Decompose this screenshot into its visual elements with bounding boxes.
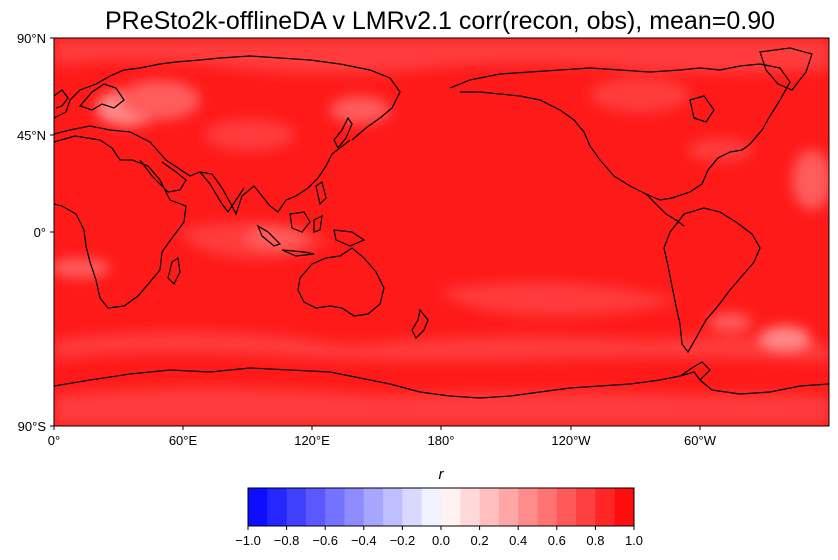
colorbar-tick-label: 1.0	[625, 533, 643, 548]
colorbar-tick-label: 0.4	[509, 533, 527, 548]
colorbar-bin	[363, 488, 384, 526]
colorbar-bin	[267, 488, 288, 526]
field-patch-s-atlantic	[54, 258, 110, 278]
coastlines	[54, 47, 829, 399]
field-patch-arctic	[54, 38, 829, 74]
colorbar-bin	[325, 488, 345, 526]
field-patch-atlantic	[792, 150, 829, 210]
lon-tick-label: 120°E	[294, 433, 330, 448]
lon-tick-label: 120°W	[551, 433, 591, 448]
colorbar-bin	[248, 488, 268, 526]
colorbar-bin	[344, 488, 365, 526]
coastline-uk	[54, 89, 69, 109]
lat-tick-label: 90°N	[17, 31, 46, 46]
colorbar-bin	[576, 488, 596, 526]
colorbar-bin	[537, 488, 558, 526]
coastline-antarctica	[54, 367, 829, 399]
colorbar-tick-label: 0.8	[586, 533, 604, 548]
colorbar-tick-label: −0.4	[351, 533, 377, 548]
lon-tick-label: 0°	[48, 433, 60, 448]
colorbar-bin	[383, 488, 403, 526]
field-patch-siberia	[330, 96, 390, 124]
map-title: PReSto2k-offlineDA v LMRv2.1 corr(recon,…	[105, 7, 775, 35]
colorbar: r −1.0 −0.8 −0.6 −0.4 −0.2 0.0 0.2 0.4 0.6 0.8 1.0	[235, 466, 643, 548]
coastline-south-america	[663, 207, 761, 354]
colorbar-bin	[421, 488, 442, 526]
colorbar-tick-label: −0.8	[274, 533, 300, 548]
coastline-japan	[333, 116, 353, 150]
field-patch-antarctica	[54, 387, 829, 426]
coastline-arabia	[139, 159, 187, 193]
coastline-hudson-bay	[689, 95, 715, 123]
latitude-ticks: 90°N 45°N 0° 90°S	[17, 31, 54, 434]
coastline-java	[281, 249, 315, 257]
map-panel	[54, 38, 829, 426]
longitude-ticks: 0° 60°E 120°E 180° 120°W 60°W	[48, 426, 717, 448]
coastline-scandinavia	[78, 83, 125, 111]
coastline-new-zealand	[411, 308, 429, 340]
colorbar-bin	[595, 488, 616, 526]
field-patch-s-pacific	[440, 282, 680, 316]
colorbar-label: r	[439, 466, 445, 483]
colorbar-bin	[305, 488, 326, 526]
lon-tick-label: 180°	[428, 433, 455, 448]
coastline-antarctic-peninsula	[679, 361, 711, 381]
coastline-europe	[54, 55, 401, 141]
lat-tick-label: 90°S	[18, 419, 47, 434]
colorbar-tick-label: −0.2	[390, 533, 416, 548]
colorbar-tick-label: 0.0	[432, 533, 450, 548]
coastline-new-guinea	[333, 229, 366, 247]
colorbar-bins	[248, 488, 635, 526]
colorbar-tick-label: 0.2	[471, 533, 489, 548]
field-patch-s-ocean-light	[760, 326, 810, 350]
colorbar-bin	[441, 488, 461, 526]
lon-tick-label: 60°E	[169, 433, 198, 448]
coastline-sulawesi	[313, 214, 323, 233]
colorbar-bin	[479, 488, 500, 526]
coastline-north-america	[449, 63, 791, 201]
field-patch-n-america	[590, 77, 690, 113]
lat-tick-label: 0°	[34, 225, 46, 240]
colorbar-bin	[402, 488, 423, 526]
colorbar-bin	[518, 488, 538, 526]
colorbar-tick-label: −0.6	[312, 533, 338, 548]
coastline-africa	[54, 135, 187, 309]
coastline-greenland	[759, 47, 813, 91]
coastline-eurasia-south	[54, 125, 351, 216]
coastline-borneo	[289, 211, 311, 233]
colorbar-bin	[286, 488, 307, 526]
field-patch-canada	[688, 138, 752, 162]
coastline-madagascar	[167, 256, 181, 286]
coastline-australia	[297, 247, 385, 317]
lat-tick-label: 45°N	[17, 128, 46, 143]
colorbar-tick-label: 0.6	[548, 533, 566, 548]
colorbar-bin	[498, 488, 519, 526]
lon-tick-label: 60°W	[684, 433, 717, 448]
field-patch-central-asia	[205, 119, 295, 151]
field-patch-southern-ocean	[54, 331, 829, 362]
coastline-philippines	[315, 181, 327, 206]
colorbar-bin	[556, 488, 577, 526]
colorbar-bin	[460, 488, 481, 526]
coastline-sumatra	[256, 224, 282, 247]
field-patch-s-ocean-light-2	[708, 313, 752, 331]
colorbar-bin	[614, 488, 635, 526]
coastline-india	[199, 171, 245, 214]
correlation-field-patches	[54, 38, 829, 426]
colorbar-ticks: −1.0 −0.8 −0.6 −0.4 −0.2 0.0 0.2 0.4 0.6 0.8 1.0	[235, 526, 643, 548]
field-patch-eurasia-2	[120, 80, 200, 120]
colorbar-tick-label: −1.0	[235, 533, 261, 548]
